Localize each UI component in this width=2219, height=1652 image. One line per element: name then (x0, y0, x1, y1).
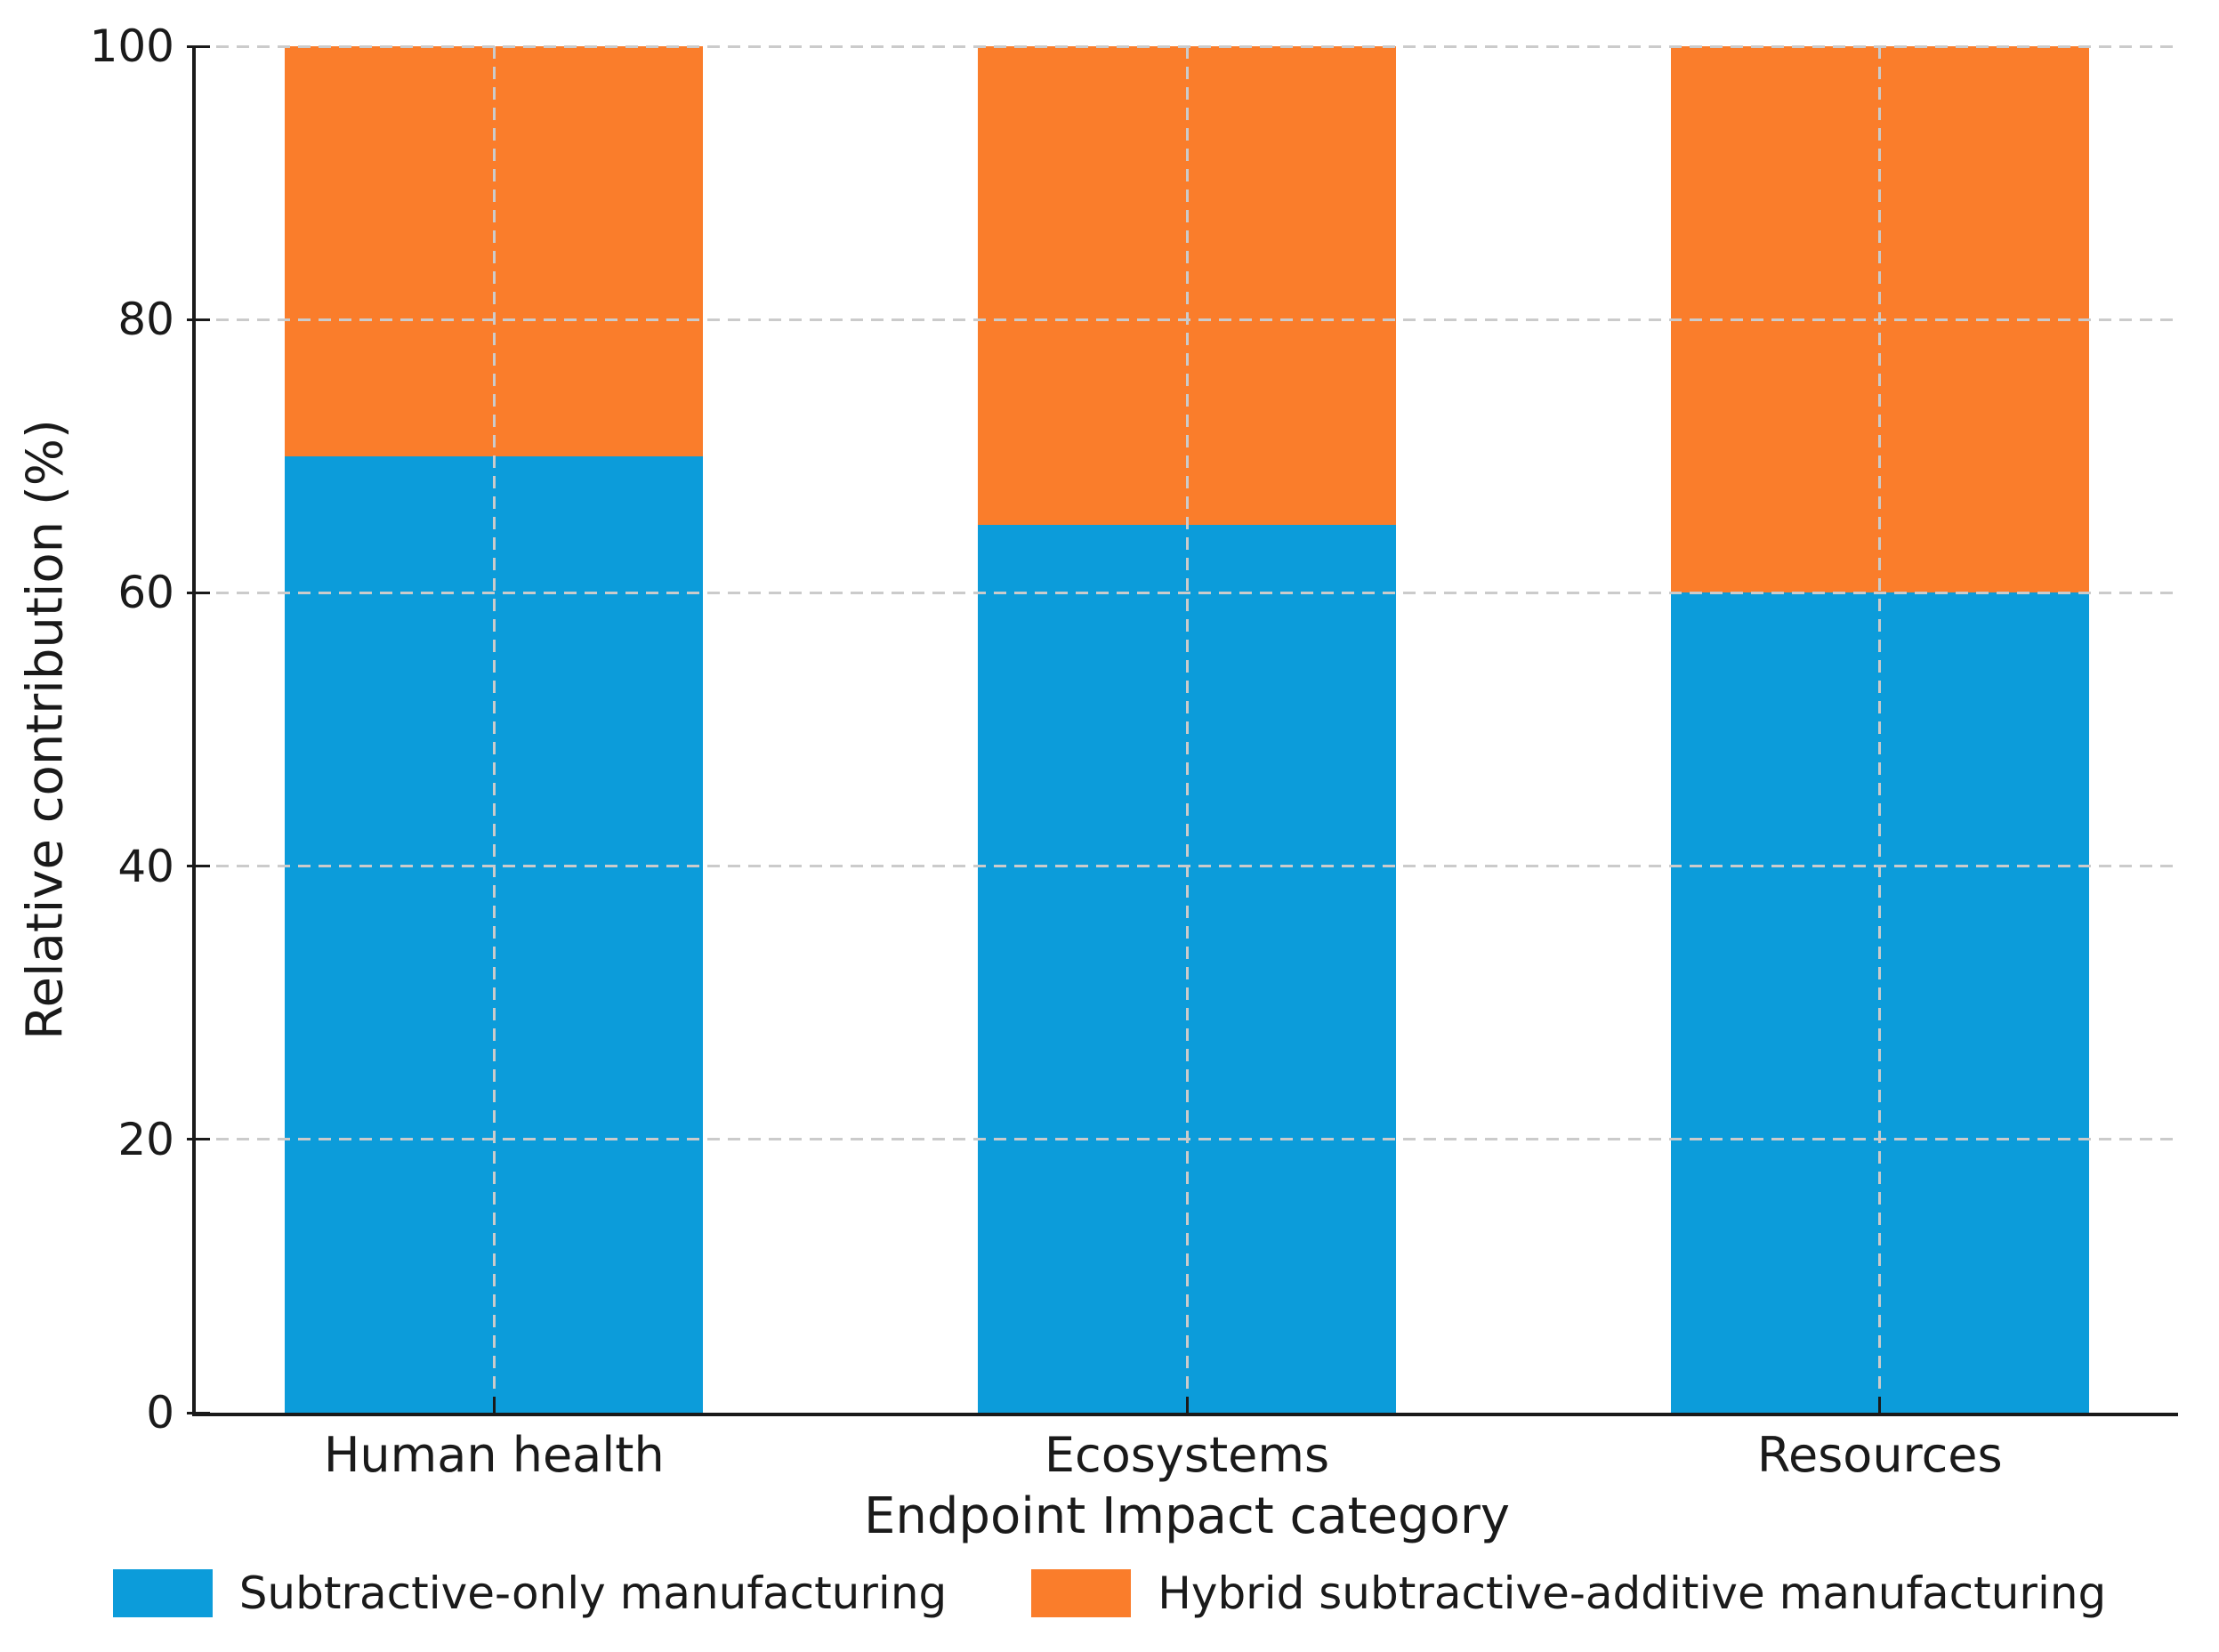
gridline-x-ecosystems (1185, 46, 1189, 1413)
y-tick-label-20: 20 (117, 1113, 174, 1165)
x-tick-label-resources: Resources (1756, 1427, 2003, 1483)
x-tick-label-ecosystems: Ecosystems (1044, 1427, 1330, 1483)
grid-layer (196, 44, 2178, 1413)
legend-entry-hybrid-subtractive-additive-manufacturing: Hybrid subtractive-additive manufacturin… (1031, 1567, 2106, 1619)
gridline-x-resources (1878, 46, 1882, 1413)
x-tick-label-human-health: Human health (323, 1427, 665, 1483)
legend: Subtractive-only manufacturing Hybrid sub… (0, 1567, 2219, 1619)
y-tick-100 (187, 44, 210, 48)
x-tick-resources (1878, 1397, 1882, 1413)
x-axis-spine (192, 1413, 2178, 1416)
y-tick-label-100: 100 (89, 20, 174, 72)
y-tick-20 (187, 1138, 210, 1141)
y-tick-label-60: 60 (117, 567, 174, 619)
y-tick-label-40: 40 (117, 840, 174, 892)
legend-swatch-hybrid-subtractive-additive-manufacturing (1031, 1569, 1132, 1617)
y-tick-80 (187, 318, 210, 321)
plot-area (187, 44, 2178, 1416)
gridline-x-human-health (492, 46, 496, 1413)
x-axis-title: Endpoint Impact category (863, 1487, 1510, 1545)
legend-label-hybrid-subtractive-additive-manufacturing: Hybrid subtractive-additive manufacturin… (1158, 1567, 2107, 1619)
y-axis-spine (192, 46, 196, 1416)
ticks-layer (187, 44, 2178, 1414)
legend-label-subtractive-only-manufacturing: Subtractive-only manufacturing (238, 1567, 948, 1619)
y-tick-40 (187, 865, 210, 868)
y-tick-label-0: 0 (146, 1387, 174, 1438)
x-tick-ecosystems (1185, 1397, 1189, 1413)
y-tick-label-80: 80 (117, 294, 174, 346)
legend-swatch-subtractive-only-manufacturing (112, 1569, 213, 1617)
y-tick-60 (187, 591, 210, 594)
legend-entry-subtractive-only-manufacturing: Subtractive-only manufacturing (112, 1567, 948, 1619)
y-axis-title: Relative contribution (%) (16, 419, 75, 1040)
x-tick-human-health (492, 1397, 496, 1413)
